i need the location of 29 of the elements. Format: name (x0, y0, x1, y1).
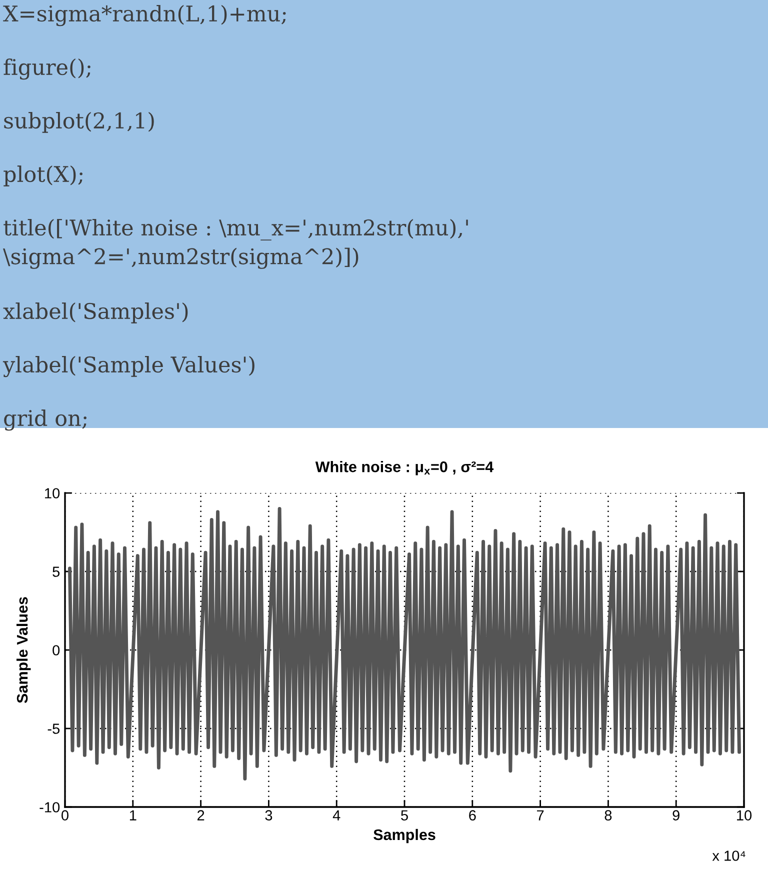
y-tick-label: -10 (40, 802, 60, 812)
y-tick-label: 5 (52, 566, 60, 577)
x-tick-label: 0 (62, 810, 68, 820)
y-tick-label: 0 (52, 645, 60, 656)
x-tick-label: 5 (401, 810, 408, 820)
line-series (68, 506, 741, 780)
x-tick-label: 9 (672, 810, 680, 820)
x-tick-label: 7 (536, 810, 544, 820)
x-tick-label: 2 (197, 810, 204, 820)
x-axis-title: Samples (374, 828, 436, 844)
text: xlabel('Samples') (3, 302, 188, 324)
x-tick-label: 10 (737, 810, 752, 820)
text: ylabel('Sample Values') (2, 356, 254, 378)
y-axis-title: Sample Values (16, 597, 31, 704)
y-tick-label: -5 (48, 724, 60, 734)
x-tick-label: 8 (604, 810, 612, 820)
text: title(['White noise : \mu_x=',num2str(mu),' \sigma^2=',num2str(sigma^2)]) (3, 219, 468, 269)
x-tick-label: 1 (130, 810, 136, 820)
x-tick-label: 4 (332, 810, 340, 820)
chart-title: White noise : μ$_{x}$=0 , σ²=4 (315, 461, 494, 476)
text: plot(X); (4, 166, 82, 186)
x-tick-label: 6 (469, 810, 476, 820)
y-tick-label: 10 (45, 488, 60, 498)
text: x 10⁴ (712, 850, 746, 861)
text: X=sigma*randn(L,1)+mu; (3, 5, 286, 26)
text: grid on; (4, 410, 86, 431)
x-tick-label: 3 (265, 810, 272, 820)
text: figure(); (4, 58, 90, 80)
text: subplot(2,1,1) (4, 112, 154, 133)
